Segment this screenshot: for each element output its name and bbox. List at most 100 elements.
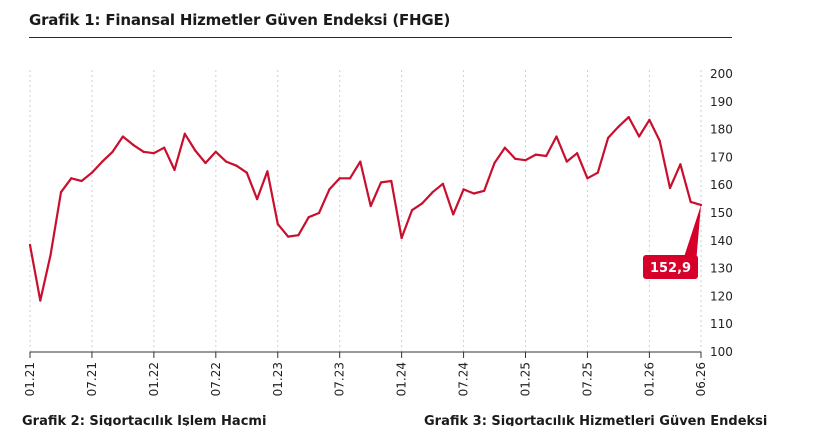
callout-box bbox=[643, 255, 698, 279]
data-point bbox=[679, 163, 682, 166]
x-tick-label: 06.26 bbox=[694, 362, 708, 396]
data-point bbox=[400, 236, 403, 240]
data-point bbox=[369, 204, 372, 208]
data-point bbox=[256, 198, 259, 201]
data-point bbox=[555, 135, 558, 138]
last-value-callout: 152,9 bbox=[643, 204, 701, 279]
y-tick-label: 170 bbox=[710, 150, 733, 164]
data-point bbox=[235, 164, 238, 167]
data-point bbox=[245, 171, 248, 174]
next-chart-title-right: Grafik 3: Sigortacılık Hizmetleri Güven … bbox=[424, 414, 768, 426]
y-tick-label: 200 bbox=[710, 67, 733, 81]
series-layer bbox=[28, 115, 703, 302]
data-point bbox=[648, 118, 651, 121]
data-point bbox=[617, 125, 620, 128]
data-point bbox=[80, 179, 83, 183]
data-point bbox=[266, 170, 269, 173]
data-point bbox=[565, 160, 568, 163]
data-point bbox=[276, 223, 279, 226]
y-tick-label: 100 bbox=[710, 345, 733, 359]
data-point bbox=[286, 235, 290, 238]
data-point bbox=[524, 159, 527, 162]
data-point bbox=[194, 149, 197, 152]
data-point bbox=[668, 186, 672, 190]
data-point bbox=[214, 150, 217, 153]
x-tick-label: 07.21 bbox=[85, 362, 99, 396]
y-tick-label: 130 bbox=[710, 262, 733, 276]
data-point bbox=[514, 157, 517, 160]
x-tick-label: 07.23 bbox=[333, 362, 347, 396]
data-point bbox=[658, 139, 661, 142]
data-point bbox=[307, 216, 310, 219]
data-point bbox=[689, 200, 692, 203]
y-tick-label: 120 bbox=[710, 289, 733, 303]
data-point bbox=[472, 192, 475, 195]
data-point bbox=[163, 146, 166, 149]
data-point bbox=[49, 253, 52, 256]
chart-title: Grafik 1: Finansal Hizmetler Güven Endek… bbox=[29, 11, 451, 29]
data-point bbox=[348, 177, 352, 180]
data-point bbox=[28, 243, 32, 247]
y-tick-label: 110 bbox=[710, 317, 733, 331]
x-tick-label: 01.24 bbox=[395, 362, 409, 396]
data-point bbox=[359, 160, 362, 163]
callout-pointer bbox=[684, 204, 701, 263]
data-point bbox=[534, 153, 537, 156]
data-point bbox=[317, 211, 321, 215]
data-point bbox=[596, 171, 599, 174]
data-point bbox=[204, 161, 207, 165]
data-point bbox=[70, 177, 73, 180]
x-tick-label: 01.21 bbox=[23, 362, 37, 396]
y-tick-label: 140 bbox=[710, 234, 733, 248]
data-point bbox=[142, 150, 145, 153]
y-axis-ticks: 100 110 120 130 140 150 160 170 180 190 200 bbox=[710, 67, 733, 359]
data-point bbox=[462, 188, 465, 191]
data-point bbox=[503, 146, 506, 149]
data-point bbox=[111, 150, 114, 153]
data-point bbox=[441, 182, 445, 185]
x-tick-label: 07.22 bbox=[209, 362, 223, 396]
y-tick-label: 180 bbox=[710, 123, 733, 137]
x-tick-label: 07.25 bbox=[580, 362, 594, 396]
data-point bbox=[101, 160, 104, 163]
vertical-gridlines bbox=[29, 70, 702, 352]
data-point bbox=[410, 209, 414, 212]
data-point bbox=[379, 181, 383, 184]
data-point bbox=[699, 203, 703, 207]
callout-label: 152,9 bbox=[650, 261, 691, 276]
data-point bbox=[39, 299, 42, 302]
x-axis bbox=[29, 351, 702, 358]
y-tick-label: 190 bbox=[710, 95, 733, 109]
data-point bbox=[576, 152, 579, 155]
series-line bbox=[28, 115, 703, 302]
title-divider bbox=[29, 37, 732, 38]
x-tick-label: 01.25 bbox=[519, 362, 533, 396]
x-tick-label: 01.22 bbox=[147, 362, 161, 396]
data-point bbox=[152, 152, 155, 155]
data-point bbox=[183, 132, 186, 135]
data-point bbox=[421, 202, 424, 205]
data-point bbox=[132, 143, 135, 146]
data-point bbox=[452, 213, 455, 216]
data-point bbox=[121, 135, 125, 138]
data-point bbox=[493, 161, 496, 165]
x-axis-tick-labels: 01.21 07.21 01.22 07.22 01.23 07.23 01.24 07.24… bbox=[23, 362, 708, 396]
data-point bbox=[297, 234, 300, 237]
data-point bbox=[545, 154, 548, 158]
data-point bbox=[431, 191, 434, 194]
y-tick-label: 160 bbox=[710, 178, 733, 192]
data-point bbox=[59, 191, 63, 194]
data-point bbox=[225, 160, 228, 163]
data-point bbox=[390, 179, 393, 183]
x-tick-label: 07.24 bbox=[457, 362, 471, 396]
next-chart-title-left: Grafik 2: Sigortacılık İşlem Hacmi bbox=[22, 414, 267, 426]
data-point bbox=[328, 188, 331, 191]
data-point bbox=[606, 136, 610, 140]
data-point bbox=[586, 177, 589, 180]
data-point bbox=[627, 115, 630, 119]
data-point bbox=[483, 189, 486, 192]
x-tick-label: 01.23 bbox=[271, 362, 285, 396]
data-point bbox=[90, 171, 94, 174]
data-point bbox=[338, 177, 341, 180]
